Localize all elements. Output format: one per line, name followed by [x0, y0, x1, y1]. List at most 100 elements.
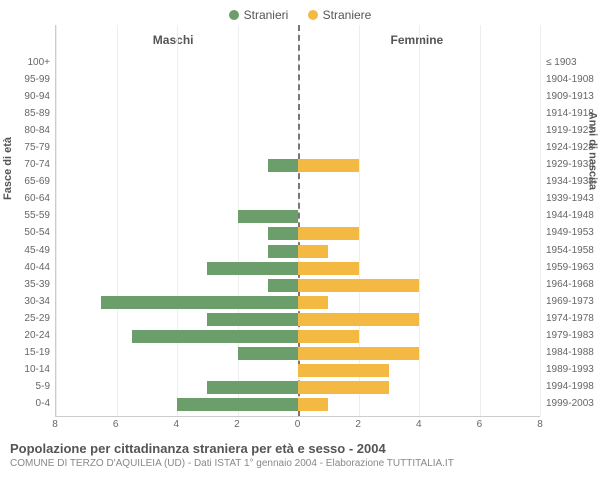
- col-title-female: Femmine: [391, 33, 444, 47]
- birth-label: 1994-1998: [540, 381, 594, 392]
- age-row: 5-91994-1998: [56, 379, 540, 396]
- age-row: 55-591944-1948: [56, 208, 540, 225]
- age-label: 35-39: [24, 279, 56, 290]
- age-row: 50-541949-1953: [56, 225, 540, 242]
- birth-label: 1914-1918: [540, 108, 594, 119]
- bar-female: [298, 227, 359, 240]
- age-label: 30-34: [24, 296, 56, 307]
- age-label: 45-49: [24, 245, 56, 256]
- bar-male: [268, 159, 298, 172]
- birth-label: 1904-1908: [540, 74, 594, 85]
- age-label: 40-44: [24, 262, 56, 273]
- bar-male: [238, 210, 299, 223]
- age-row: 10-141989-1993: [56, 362, 540, 379]
- birth-label: 1939-1943: [540, 193, 594, 204]
- age-label: 100+: [27, 57, 56, 68]
- bar-female: [298, 262, 359, 275]
- age-label: 20-24: [24, 330, 56, 341]
- caption-sub: COMUNE DI TERZO D'AQUILEIA (UD) - Dati I…: [10, 458, 590, 469]
- x-tick: 0: [295, 419, 301, 430]
- birth-label: 1979-1983: [540, 330, 594, 341]
- birth-label: 1959-1963: [540, 262, 594, 273]
- birth-label: 1944-1948: [540, 210, 594, 221]
- birth-label: 1929-1933: [540, 159, 594, 170]
- bar-female: [298, 159, 359, 172]
- age-row: 40-441959-1963: [56, 260, 540, 277]
- bar-female: [298, 296, 328, 309]
- bar-female: [298, 347, 419, 360]
- age-label: 15-19: [24, 347, 56, 358]
- bar-female: [298, 398, 328, 411]
- age-label: 70-74: [24, 159, 56, 170]
- age-row: 75-791924-1928: [56, 140, 540, 157]
- birth-label: 1954-1958: [540, 245, 594, 256]
- bar-female: [298, 381, 389, 394]
- bar-female: [298, 364, 389, 377]
- x-tick: 4: [416, 419, 422, 430]
- age-row: 25-291974-1978: [56, 311, 540, 328]
- age-label: 85-89: [24, 108, 56, 119]
- birth-label: 1964-1968: [540, 279, 594, 290]
- swatch-male: [229, 10, 239, 20]
- age-label: 50-54: [24, 227, 56, 238]
- age-row: 15-191984-1988: [56, 345, 540, 362]
- age-label: 75-79: [24, 142, 56, 153]
- x-tick: 6: [477, 419, 483, 430]
- x-axis: 864202468: [55, 417, 540, 435]
- birth-label: 1919-1923: [540, 125, 594, 136]
- x-tick: 8: [537, 419, 543, 430]
- age-label: 95-99: [24, 74, 56, 85]
- birth-label: 1989-1993: [540, 364, 594, 375]
- legend: Stranieri Straniere: [0, 0, 600, 25]
- legend-male: Stranieri: [229, 8, 289, 22]
- birth-label: 1909-1913: [540, 91, 594, 102]
- bar-male: [207, 313, 298, 326]
- swatch-female: [308, 10, 318, 20]
- age-row: 30-341969-1973: [56, 294, 540, 311]
- legend-male-label: Stranieri: [244, 8, 289, 22]
- age-label: 0-4: [36, 398, 56, 409]
- bar-female: [298, 330, 359, 343]
- bar-male: [268, 227, 298, 240]
- birth-label: 1999-2003: [540, 398, 594, 409]
- age-row: 90-941909-1913: [56, 89, 540, 106]
- age-row: 70-741929-1933: [56, 157, 540, 174]
- bar-male: [177, 398, 298, 411]
- x-tick: 2: [234, 419, 240, 430]
- bar-male: [207, 381, 298, 394]
- legend-female-label: Straniere: [323, 8, 372, 22]
- birth-label: ≤ 1903: [540, 57, 577, 68]
- age-row: 35-391964-1968: [56, 277, 540, 294]
- bar-male: [101, 296, 298, 309]
- x-tick: 2: [355, 419, 361, 430]
- age-label: 65-69: [24, 176, 56, 187]
- x-tick: 6: [113, 419, 119, 430]
- caption: Popolazione per cittadinanza straniera p…: [0, 435, 600, 469]
- birth-label: 1934-1938: [540, 176, 594, 187]
- age-row: 100+≤ 1903: [56, 55, 540, 72]
- age-row: 95-991904-1908: [56, 72, 540, 89]
- birth-label: 1924-1928: [540, 142, 594, 153]
- pyramid-chart: Maschi Femmine 100+≤ 190395-991904-19089…: [55, 25, 540, 417]
- age-row: 45-491954-1958: [56, 243, 540, 260]
- age-label: 55-59: [24, 210, 56, 221]
- chart-rows: 100+≤ 190395-991904-190890-941909-191385…: [56, 55, 540, 412]
- age-row: 65-691934-1938: [56, 174, 540, 191]
- bar-female: [298, 279, 419, 292]
- age-row: 0-41999-2003: [56, 396, 540, 413]
- age-label: 60-64: [24, 193, 56, 204]
- bar-male: [207, 262, 298, 275]
- age-row: 20-241979-1983: [56, 328, 540, 345]
- bar-female: [298, 313, 419, 326]
- age-label: 80-84: [24, 125, 56, 136]
- bar-male: [268, 279, 298, 292]
- y-axis-left-title: Fasce di età: [2, 137, 14, 200]
- legend-female: Straniere: [308, 8, 372, 22]
- bar-male: [238, 347, 299, 360]
- age-label: 10-14: [24, 364, 56, 375]
- age-label: 90-94: [24, 91, 56, 102]
- bar-male: [268, 245, 298, 258]
- col-title-male: Maschi: [153, 33, 194, 47]
- x-tick: 8: [52, 419, 58, 430]
- age-label: 5-9: [36, 381, 56, 392]
